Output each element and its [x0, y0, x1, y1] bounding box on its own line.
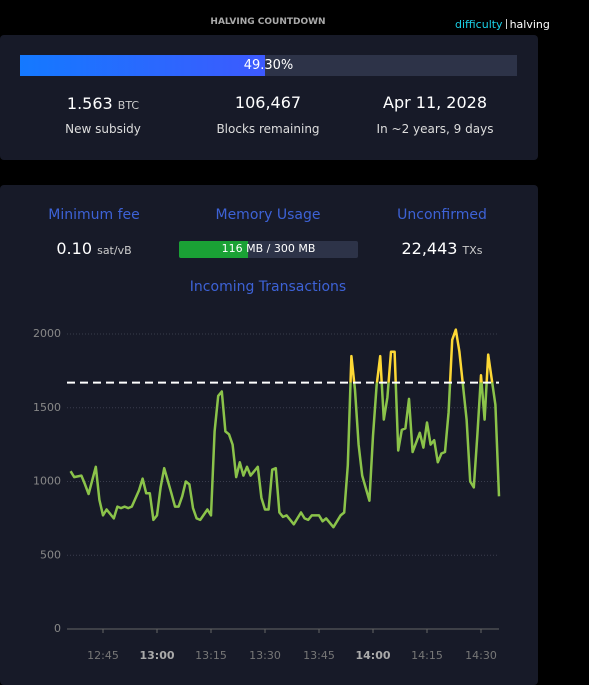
- mempool-card: [0, 185, 538, 685]
- stat-unit: BTC: [117, 99, 140, 112]
- memory-fill: [179, 241, 249, 258]
- y-tick-label: 500: [40, 548, 61, 561]
- stat-label: In ~2 years, 9 days: [376, 122, 494, 136]
- stat-label: Blocks remaining: [216, 122, 320, 136]
- x-tick-label: 14:15: [411, 649, 443, 662]
- x-tick-label: 12:45: [87, 649, 119, 662]
- y-tick-label: 1500: [33, 401, 61, 414]
- x-tick-label: 13:00: [139, 649, 174, 662]
- progress-label: 49.30%: [243, 58, 294, 73]
- tab-link[interactable]: halving: [509, 18, 550, 31]
- progress-fill: [20, 55, 266, 76]
- stat-value: 0.10: [56, 239, 92, 258]
- y-tick-label: 0: [54, 622, 61, 635]
- stat: 0.10 sat/vB: [56, 239, 131, 258]
- stat-value: Apr 11, 2028: [382, 93, 488, 112]
- stat-unit: TXs: [462, 244, 483, 257]
- stat-unit: sat/vB: [97, 244, 132, 257]
- stat-title: Memory Usage: [215, 207, 321, 223]
- chart-title: Incoming Transactions: [189, 279, 347, 295]
- section-title: HALVING COUNTDOWN: [210, 17, 326, 27]
- line: [69, 328, 501, 529]
- stat-value: 106,467: [234, 93, 302, 112]
- separator: [505, 19, 507, 29]
- x-tick-label: 14:30: [465, 649, 497, 662]
- x-tick-label: 13:15: [195, 649, 227, 662]
- stat-title: Unconfirmed: [397, 207, 487, 223]
- y-tick-label: 2000: [33, 327, 61, 340]
- stat: 22,443 TXs: [401, 239, 482, 258]
- stat-value: 1.563: [66, 94, 113, 113]
- tab-link[interactable]: difficulty: [455, 18, 503, 31]
- memory-label: 116 MB / 300 MB: [221, 242, 316, 255]
- stat-title: Minimum fee: [48, 207, 140, 223]
- stat: 1.563 BTC: [67, 94, 139, 113]
- x-tick-label: 13:45: [303, 649, 335, 662]
- tab-switch: difficulty halving: [455, 18, 550, 31]
- stat-value: 22,443: [401, 239, 458, 258]
- x-tick-label: 14:00: [355, 649, 390, 662]
- x-tick-label: 13:30: [249, 649, 281, 662]
- y-tick-label: 1000: [33, 475, 61, 488]
- memory-bar: 116 MB / 300 MB: [179, 241, 358, 258]
- progress-track: 49.30%: [20, 55, 517, 76]
- stat-label: New subsidy: [65, 122, 141, 136]
